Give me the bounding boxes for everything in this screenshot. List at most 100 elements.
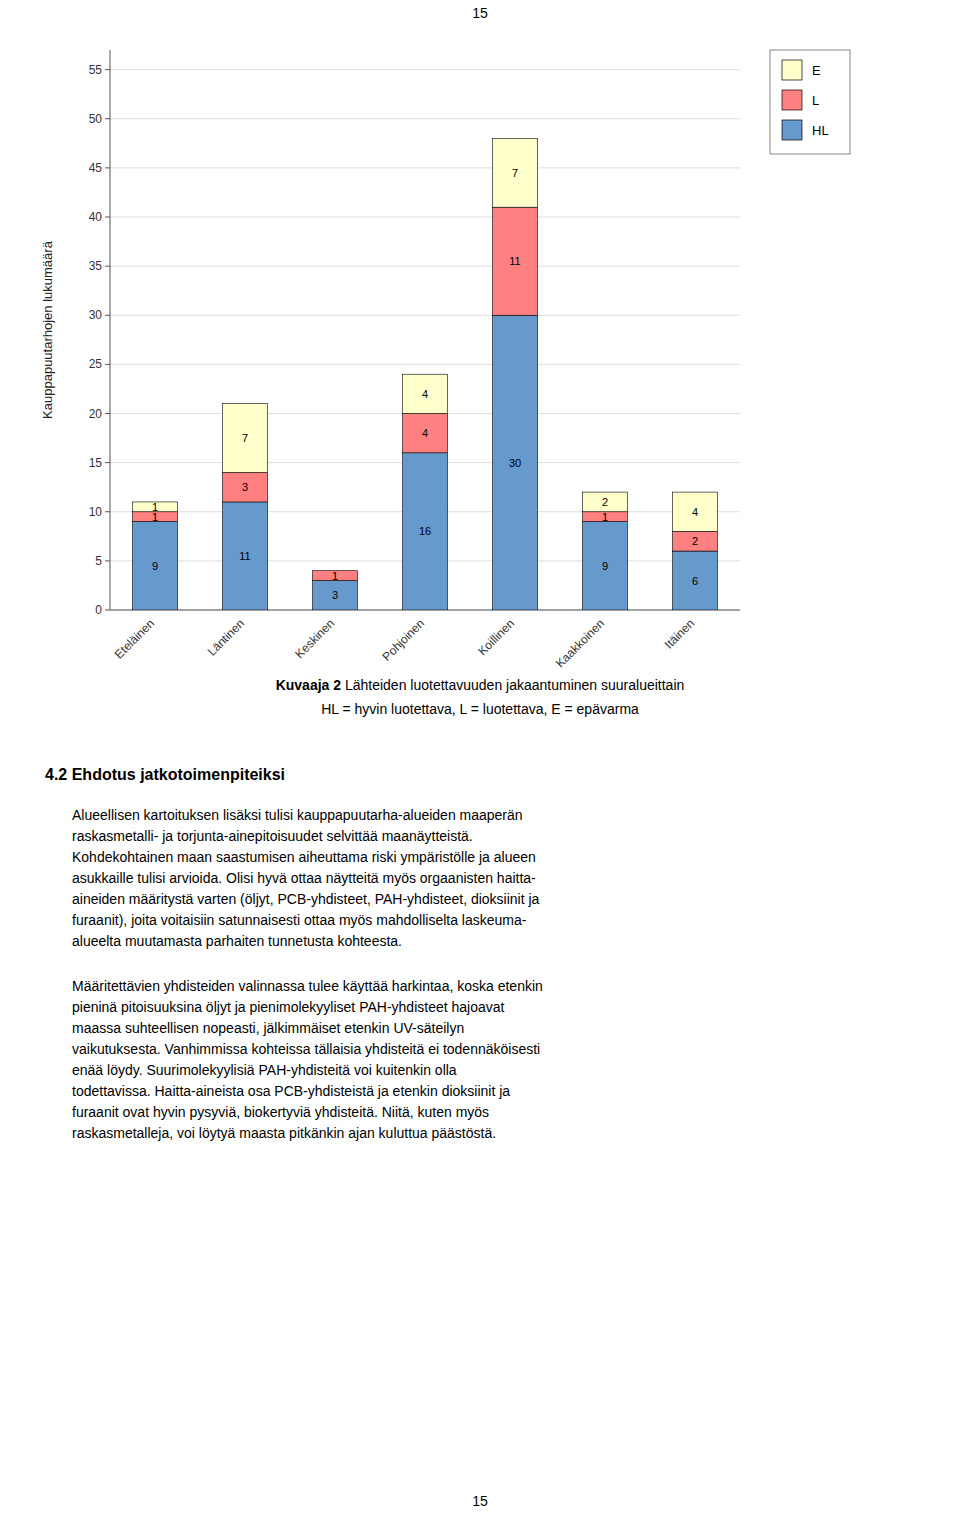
data-label: 3 — [242, 481, 248, 493]
bar-segment — [493, 207, 538, 315]
y-tick-label: 50 — [89, 112, 103, 126]
data-labels: 911316309613141112174724 — [152, 167, 698, 601]
grid-line — [110, 266, 740, 267]
bar-segment — [133, 522, 178, 610]
y-tick-label: 55 — [89, 63, 103, 77]
paragraph-line: todettavissa. Haitta-aineista osa PCB-yh… — [72, 1083, 510, 1099]
bar-segment — [403, 453, 448, 610]
data-label: 9 — [602, 560, 608, 572]
bar-segment — [673, 492, 718, 531]
data-label: 1 — [152, 501, 158, 513]
x-tick-label: Koillinen — [475, 616, 517, 658]
bar-segment — [583, 492, 628, 512]
legend-swatch — [782, 60, 802, 80]
grid-line — [110, 315, 740, 316]
data-label: 2 — [692, 535, 698, 547]
y-tick — [105, 364, 110, 365]
legend-label: E — [812, 63, 821, 78]
y-tick — [105, 413, 110, 414]
chart: 0 5 10 15 20 25 30 35 40 45 50 55 Kauppapuutarhojen … — [40, 50, 850, 670]
x-tick-label: Keskinen — [292, 616, 337, 661]
y-axis: 0510152025303540455055 — [89, 50, 110, 617]
paragraph-line: raskasmetalli- ja torjunta-ainepitoisuud… — [72, 828, 473, 844]
data-label: 7 — [512, 167, 518, 179]
grid-line — [110, 69, 740, 70]
page-number-top: 15 — [472, 5, 488, 21]
y-tick-label: 15 — [89, 456, 103, 470]
paragraph-line: vaikutuksesta. Vanhimmissa kohteissa täl… — [72, 1041, 540, 1057]
bars — [133, 138, 718, 610]
bar-segment — [403, 374, 448, 413]
y-tick-label: 5 — [95, 554, 102, 568]
data-label: 9 — [152, 560, 158, 572]
data-label: 4 — [422, 427, 428, 439]
data-label: 4 — [422, 388, 428, 400]
grid-line — [110, 167, 740, 168]
x-tick-label: Pohjoinen — [379, 616, 427, 664]
data-label: 7 — [242, 432, 248, 444]
bar-segment — [223, 502, 268, 610]
y-tick-label: 10 — [89, 505, 103, 519]
paragraph-line: Alueellisen kartoituksen lisäksi tulisi … — [72, 807, 523, 823]
bar-segment — [583, 522, 628, 610]
bar-segment — [403, 414, 448, 453]
data-label: 16 — [419, 525, 431, 537]
y-tick-label: 45 — [89, 161, 103, 175]
y-tick — [105, 266, 110, 267]
bar-segment — [493, 315, 538, 610]
data-label: 11 — [509, 255, 520, 267]
y-tick-label: 35 — [89, 259, 103, 273]
bar-segment — [673, 551, 718, 610]
y-tick-label: 40 — [89, 210, 103, 224]
page-number-bottom: 15 — [472, 1493, 488, 1509]
y-tick — [105, 167, 110, 168]
data-label: 30 — [509, 457, 521, 469]
y-tick — [105, 610, 110, 611]
x-tick-label: Läntinen — [205, 616, 247, 658]
y-tick — [105, 118, 110, 119]
legend-box — [770, 50, 850, 154]
caption: Kuvaaja 2 Lähteiden luotettavuuden jakaa… — [276, 677, 685, 693]
y-axis-line — [110, 50, 111, 610]
paragraph-line: pieninä pitoisuuksina öljyt ja pienimole… — [72, 999, 505, 1015]
page: 15 0 5 10 15 20 25 30 35 40 45 50 55 Kauppapuutarhoje… — [0, 0, 960, 1514]
y-tick — [105, 315, 110, 316]
x-axis: Eteläinen Läntinen Keskinen Pohjoinen Koilli… — [112, 616, 697, 670]
data-label: 3 — [332, 589, 338, 601]
caption-normal: Lähteiden luotettavuuden jakaantuminen s… — [341, 677, 684, 693]
y-tick — [105, 217, 110, 218]
x-tick-label: Kaakkoinen — [553, 616, 607, 670]
y-tick-label: 20 — [89, 407, 103, 421]
y-tick-label: 0 — [95, 603, 102, 617]
paragraph-line: alueelta muutamasta parhaiten tunnetusta… — [72, 933, 402, 949]
y-tick — [105, 511, 110, 512]
paragraph-line: asukkaille tulisi arvioida. Olisi hyvä o… — [72, 870, 536, 886]
x-tick-label: Itäinen — [662, 616, 697, 651]
grid — [110, 70, 740, 610]
y-tick — [105, 462, 110, 463]
data-label: 2 — [602, 496, 608, 508]
legend-label: L — [812, 93, 819, 108]
paragraph-line: aineiden määritystä varten (öljyt, PCB-y… — [72, 891, 540, 907]
x-tick-label: Eteläinen — [112, 616, 157, 661]
bar-segment — [223, 472, 268, 501]
caption-bold: Kuvaaja 2 — [276, 677, 342, 693]
paragraph-line: maassa suhteellisen nopeasti, jälkimmäis… — [72, 1020, 464, 1036]
data-label: 6 — [692, 575, 698, 587]
legend-swatch — [782, 90, 802, 110]
bar-segment — [493, 138, 538, 207]
y-axis-label: Kauppapuutarhojen lukumäärä — [40, 240, 55, 419]
legend-swatch — [782, 120, 802, 140]
paragraph-line: furaanit), joita voitaisiin satunnaisest… — [72, 912, 527, 928]
grid-line — [110, 118, 740, 119]
paragraph-line: Kohdekohtainen maan saastumisen aiheutta… — [72, 849, 536, 865]
grid-line — [110, 364, 740, 365]
paragraph-line: Määritettävien yhdisteiden valinnassa tu… — [72, 978, 543, 994]
y-tick-label: 25 — [89, 357, 103, 371]
bar-segment — [223, 404, 268, 473]
bar-segment — [313, 581, 358, 610]
paragraph-line: raskasmetalleja, voi löytyä maasta pitkä… — [72, 1125, 496, 1141]
data-label: 11 — [239, 550, 250, 562]
section-heading: 4.2 Ehdotus jatkotoimenpiteiksi — [45, 766, 285, 783]
y-tick — [105, 69, 110, 70]
